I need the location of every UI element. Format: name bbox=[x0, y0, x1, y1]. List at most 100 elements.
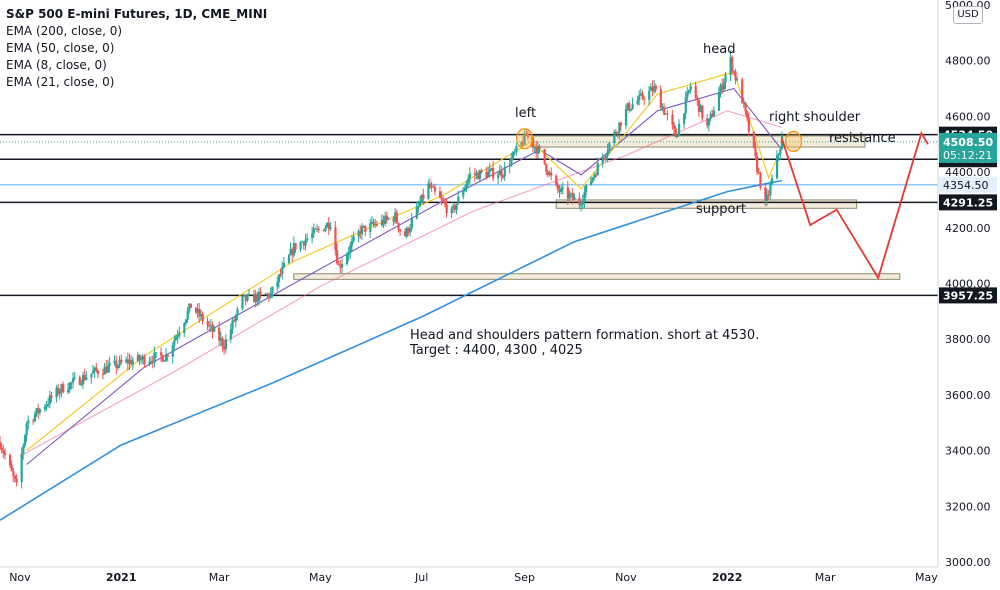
candle-body bbox=[770, 178, 774, 185]
candle-body bbox=[101, 374, 105, 376]
candle-body bbox=[560, 187, 563, 192]
candle-body bbox=[196, 308, 199, 313]
candle-body bbox=[636, 100, 639, 105]
zone-rect bbox=[530, 135, 866, 148]
horizontal-lines[interactable] bbox=[0, 133, 938, 297]
right-shoulder-label: right shoulder bbox=[769, 110, 861, 125]
candle-body bbox=[93, 367, 96, 372]
candle-body bbox=[673, 124, 676, 129]
candle-body bbox=[131, 360, 135, 365]
candle-body bbox=[746, 111, 749, 119]
candle-body bbox=[545, 163, 548, 172]
candle-body bbox=[219, 338, 223, 341]
candle-body bbox=[428, 183, 432, 188]
indicator-ema-50[interactable]: EMA (50, close, 0) bbox=[6, 41, 115, 55]
candle-body bbox=[570, 193, 573, 195]
price-tag-label: 4354.50 bbox=[943, 179, 989, 192]
x-tick-label: Jul bbox=[414, 571, 428, 584]
candle-body bbox=[543, 148, 546, 164]
candle-body bbox=[712, 110, 716, 117]
candle-body bbox=[741, 79, 744, 104]
price-tag-bg bbox=[939, 287, 997, 304]
candle-body bbox=[70, 382, 73, 384]
candle-body bbox=[443, 201, 447, 205]
candle-body bbox=[161, 355, 164, 362]
candle-body bbox=[23, 435, 27, 446]
y-tick-label: 3600.00 bbox=[945, 389, 991, 402]
candle-body bbox=[433, 186, 437, 192]
candle-body bbox=[502, 176, 505, 178]
candle-body bbox=[25, 423, 28, 436]
y-tick-label: 4600.00 bbox=[945, 110, 991, 123]
candle-body bbox=[397, 222, 400, 230]
candle-body bbox=[189, 303, 193, 308]
candle-body bbox=[221, 338, 224, 347]
candle-body bbox=[347, 252, 350, 255]
projection-path[interactable] bbox=[781, 130, 929, 281]
candle-body bbox=[538, 146, 541, 149]
candle-body bbox=[463, 187, 467, 192]
note-line-2: Target : 4400, 4300 , 4025 bbox=[409, 343, 583, 358]
y-tick-label: 4400.00 bbox=[945, 166, 991, 179]
candle-body bbox=[372, 221, 375, 225]
zone-rect bbox=[555, 199, 858, 209]
candle-body bbox=[639, 93, 643, 95]
candle-body bbox=[281, 266, 284, 275]
candle-body bbox=[8, 455, 12, 466]
candle-body bbox=[659, 89, 662, 109]
candle-body bbox=[485, 172, 488, 178]
candle-body bbox=[573, 197, 576, 200]
candle-body bbox=[322, 229, 325, 231]
candle-body bbox=[641, 93, 644, 99]
candle-body bbox=[80, 384, 83, 386]
candle-body bbox=[350, 240, 354, 246]
y-tick-label: 3800.00 bbox=[945, 333, 991, 346]
candle-body bbox=[62, 384, 65, 393]
price-tag-label: 3957.25 bbox=[943, 289, 993, 302]
ema-line bbox=[0, 179, 783, 521]
candle-body bbox=[22, 445, 25, 454]
candle-body bbox=[533, 147, 536, 149]
candle-body bbox=[336, 250, 339, 264]
candle-body bbox=[96, 370, 100, 375]
candle-body bbox=[349, 245, 352, 253]
candle-body bbox=[724, 74, 727, 83]
candle-body bbox=[666, 113, 669, 115]
candle-body bbox=[150, 361, 153, 363]
candle-body bbox=[236, 308, 239, 316]
candle-body bbox=[601, 157, 604, 164]
candle-body bbox=[165, 354, 168, 361]
annotations: head left right shoulder resistance supp… bbox=[409, 42, 896, 358]
symbol-title[interactable]: S&P 500 E-mini Futures, 1D, CME_MINI bbox=[6, 7, 268, 21]
candle-body bbox=[184, 319, 188, 324]
ema-line bbox=[19, 110, 783, 457]
y-tick-label: 4200.00 bbox=[945, 222, 991, 235]
indicator-ema-200[interactable]: EMA (200, close, 0) bbox=[6, 24, 123, 38]
candle-body bbox=[43, 406, 47, 410]
candle-body bbox=[37, 408, 40, 413]
candle-body bbox=[515, 146, 518, 152]
candle-body bbox=[58, 391, 61, 394]
candle-body bbox=[67, 389, 70, 393]
candle-body bbox=[682, 113, 686, 124]
candle-body bbox=[244, 295, 247, 301]
candle-body bbox=[10, 465, 13, 472]
candle-body bbox=[603, 157, 606, 159]
time-axis[interactable]: Nov 2021 Mar May Jul Sep Nov 2022 Mar May bbox=[0, 566, 938, 584]
indicator-ema-21[interactable]: EMA (21, close, 0) bbox=[6, 75, 115, 89]
candle-body bbox=[253, 293, 256, 303]
candle-body bbox=[33, 414, 37, 421]
candle-body bbox=[766, 194, 769, 201]
candle-body bbox=[105, 366, 108, 373]
candle-body bbox=[409, 228, 412, 233]
candle-body bbox=[211, 324, 214, 332]
candle-body bbox=[126, 359, 130, 364]
currency-button[interactable]: USD bbox=[953, 6, 983, 24]
candle-body bbox=[208, 325, 211, 327]
candle-body bbox=[60, 384, 63, 392]
candle-body bbox=[359, 231, 362, 235]
candle-body bbox=[614, 131, 618, 133]
candle-body bbox=[649, 87, 652, 91]
indicator-ema-8[interactable]: EMA (8, close, 0) bbox=[6, 58, 107, 72]
